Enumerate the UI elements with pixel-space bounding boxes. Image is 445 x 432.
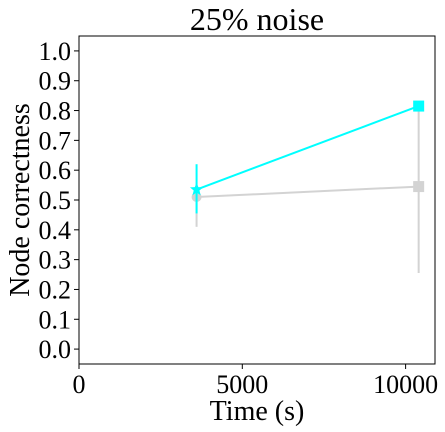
y-axis-label: Node correctness — [5, 103, 36, 297]
y-tick-label: 0.4 — [39, 216, 72, 245]
y-tick-label: 0.8 — [39, 97, 72, 126]
y-tick-label: 0.0 — [39, 335, 72, 364]
data-point-star — [189, 182, 204, 196]
series-line — [196, 185, 419, 199]
x-axis-label: Time (s) — [210, 396, 305, 427]
plot-area — [189, 100, 425, 274]
y-tick-label: 0.2 — [39, 275, 72, 304]
x-tick-label: 0 — [73, 370, 86, 399]
x-tick-label: 5000 — [216, 370, 268, 399]
y-tick-label: 0.9 — [39, 67, 72, 96]
y-tick-label: 0.7 — [39, 126, 72, 155]
plot-frame — [78, 35, 436, 365]
y-tick-label: 0.3 — [39, 246, 72, 275]
series-line — [196, 105, 420, 191]
y-tick-label: 0.1 — [39, 305, 72, 334]
data-point-square — [413, 181, 425, 193]
y-tick-label: 0.5 — [39, 186, 72, 215]
chart-title: 25% noise — [190, 1, 324, 37]
y-tick-label: 1.0 — [39, 37, 72, 66]
axes: 0 5000 10000 0.00.10.20.30.40.50.60.70.80.9… — [39, 37, 439, 399]
x-tick-label: 10000 — [373, 370, 438, 399]
series-1 — [191, 107, 425, 274]
series-2 — [189, 100, 425, 214]
y-tick-label: 0.6 — [39, 156, 72, 185]
data-point-square — [413, 100, 425, 112]
